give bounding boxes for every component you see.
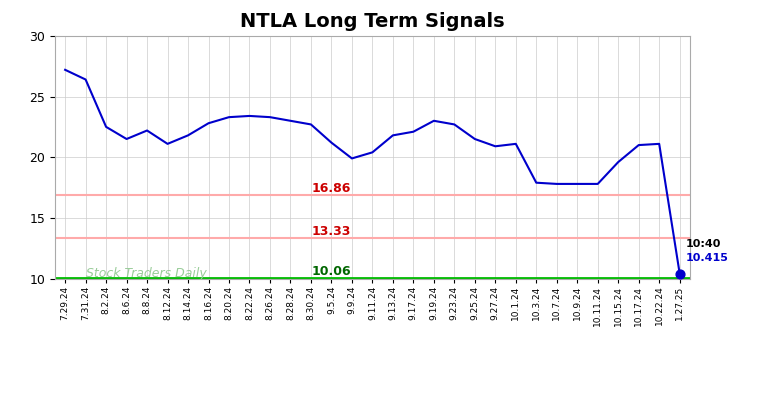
Text: 16.86: 16.86 <box>312 182 351 195</box>
Text: 13.33: 13.33 <box>312 225 351 238</box>
Text: 10.06: 10.06 <box>311 265 351 278</box>
Point <box>673 270 686 277</box>
Title: NTLA Long Term Signals: NTLA Long Term Signals <box>240 12 505 31</box>
Text: 10.415: 10.415 <box>686 254 728 263</box>
Text: Stock Traders Daily: Stock Traders Daily <box>85 267 206 280</box>
Text: 10:40: 10:40 <box>686 239 721 249</box>
